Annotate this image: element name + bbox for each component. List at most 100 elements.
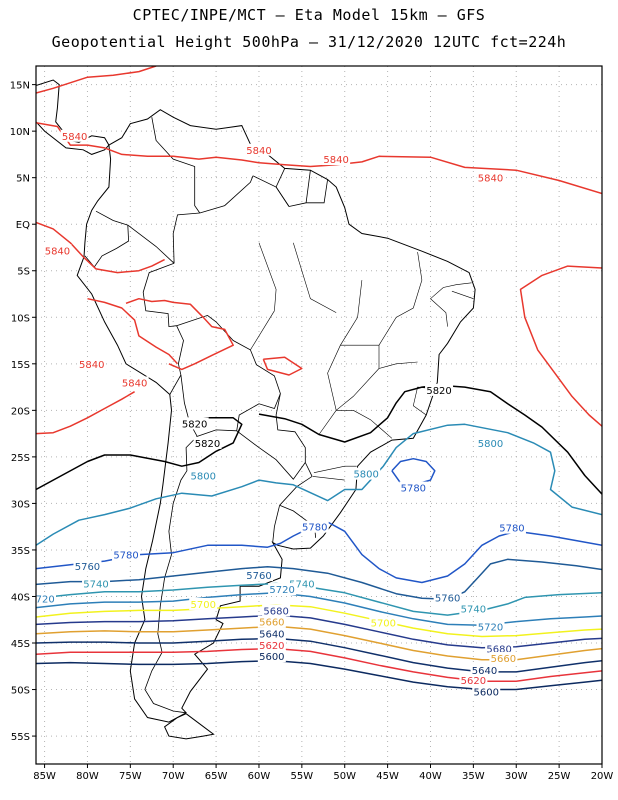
contour-line-5840 (519, 265, 602, 427)
contour-line-5720 (36, 592, 602, 627)
country-border (127, 224, 175, 264)
contour-label-5740: 5740 (83, 579, 108, 590)
contour-label-bg (244, 569, 273, 582)
contour-5600: 5600 5600 (36, 650, 602, 698)
country-border (172, 212, 200, 264)
state-border (313, 465, 357, 473)
contour-label-5840: 5840 (122, 378, 147, 389)
contour-label-bg (180, 417, 209, 430)
contour-line-5820 (258, 384, 602, 495)
contour-label-5640: 5640 (472, 666, 497, 677)
contour-5660: 5660 5660 (36, 615, 602, 665)
country-border (84, 225, 130, 268)
country-border (199, 175, 254, 214)
contour-label-bg (257, 627, 286, 640)
contour-label-5700: 5700 (191, 600, 216, 611)
contour-label-5760: 5760 (246, 571, 271, 582)
state-border (336, 345, 380, 411)
contour-label-5840: 5840 (62, 132, 87, 143)
contour-label-5840: 5840 (323, 155, 348, 166)
x-tick-label: 35W (462, 771, 485, 782)
contour-line-5680 (36, 614, 602, 649)
country-border (275, 393, 306, 463)
contour-label-bg (189, 469, 218, 482)
contour-line-5600 (36, 659, 602, 691)
contour-label-bg (268, 583, 297, 596)
contour-label-bg (459, 602, 488, 615)
contour-label-bg (470, 664, 499, 677)
contour-label-5720: 5720 (269, 585, 294, 596)
title-line-2: Geopotential Height 500hPa – 31/12/2020 … (51, 33, 567, 51)
contour-5800: 5800 5800 5800 (36, 423, 602, 546)
contour-5760: 5760 5760 5760 (36, 558, 602, 604)
contour-5840: 5840 5840 5840 5840 5840 5840 5840 (36, 66, 602, 435)
contour-label-5620: 5620 (259, 641, 284, 652)
contour-label-5780: 5780 (499, 524, 524, 535)
contour-label-5780: 5780 (113, 551, 138, 562)
y-tick-label: 10S (11, 313, 30, 324)
x-tick-label: 85W (33, 771, 56, 782)
contour-label-bg (485, 642, 514, 655)
country-border (95, 210, 128, 226)
country-border (180, 374, 198, 437)
contour-label-bg (244, 143, 273, 156)
contour-label-bg (120, 376, 149, 389)
contour-label-bg (112, 548, 141, 561)
x-tick-label: 65W (205, 771, 228, 782)
y-tick-label: 15N (10, 81, 30, 92)
contour-line-5820 (36, 417, 243, 491)
country-border (197, 393, 281, 437)
state-border (378, 361, 418, 369)
contour-line-5840 (36, 221, 165, 274)
contour-line-5840 (36, 391, 135, 435)
x-tick-label: 70W (162, 771, 185, 782)
contour-label-bg (262, 604, 291, 617)
state-border (312, 476, 345, 481)
tierra-del-fuego-coastline (163, 713, 215, 740)
country-border (144, 436, 198, 714)
contour-label-5800: 5800 (191, 471, 216, 482)
contour-label-bg (425, 383, 454, 396)
contour-label-bg (476, 171, 505, 184)
x-tick-label: 25W (548, 771, 571, 782)
contour-label-5840: 5840 (478, 174, 503, 185)
contour-line-5660 (36, 625, 602, 661)
contour-label-5680: 5680 (486, 645, 511, 656)
y-tick-label: 55S (11, 732, 30, 743)
contour-label-5800: 5800 (478, 439, 503, 450)
contour-line-5780 (36, 521, 602, 584)
contour-label-bg (399, 481, 428, 494)
central-america-coastline (36, 79, 110, 155)
contour-label-bg (257, 615, 286, 628)
contour-line-5780 (391, 457, 436, 486)
country-border (279, 462, 313, 506)
contour-5780: 5780 5780 5780 5780 (36, 457, 602, 584)
y-tick-label: EQ (16, 220, 30, 231)
y-tick-label: 20S (11, 406, 30, 417)
south-america-coastline (76, 109, 476, 723)
country-border (169, 325, 184, 395)
y-tick-label: 5S (17, 267, 30, 278)
contour-label-5600: 5600 (259, 652, 284, 663)
contour-label-bg (459, 674, 488, 687)
x-tick-label: 30W (505, 771, 528, 782)
contour-label-5840: 5840 (246, 146, 271, 157)
country-border (252, 175, 290, 207)
x-tick-label: 55W (291, 771, 314, 782)
x-tick-label: 50W (333, 771, 356, 782)
contour-line-5840 (125, 297, 234, 371)
state-border (336, 409, 393, 439)
contour-label-5740: 5740 (461, 605, 486, 616)
contour-label-bg (43, 244, 72, 257)
country-border (151, 117, 201, 214)
country-border (272, 505, 280, 543)
contour-label-bg (433, 591, 462, 604)
country-border (236, 430, 306, 480)
x-tick-label: 80W (76, 771, 99, 782)
country-border (142, 262, 177, 328)
axis-ticks: 85W 80W 75W 70W 65W 60W 55W 50W 45W 40W 35W 30W 25W 2… (10, 81, 614, 782)
contour-label-bg (476, 620, 505, 633)
y-tick-label: 45S (11, 639, 30, 650)
contour-5720: 5720 5720 5720 (36, 583, 602, 633)
